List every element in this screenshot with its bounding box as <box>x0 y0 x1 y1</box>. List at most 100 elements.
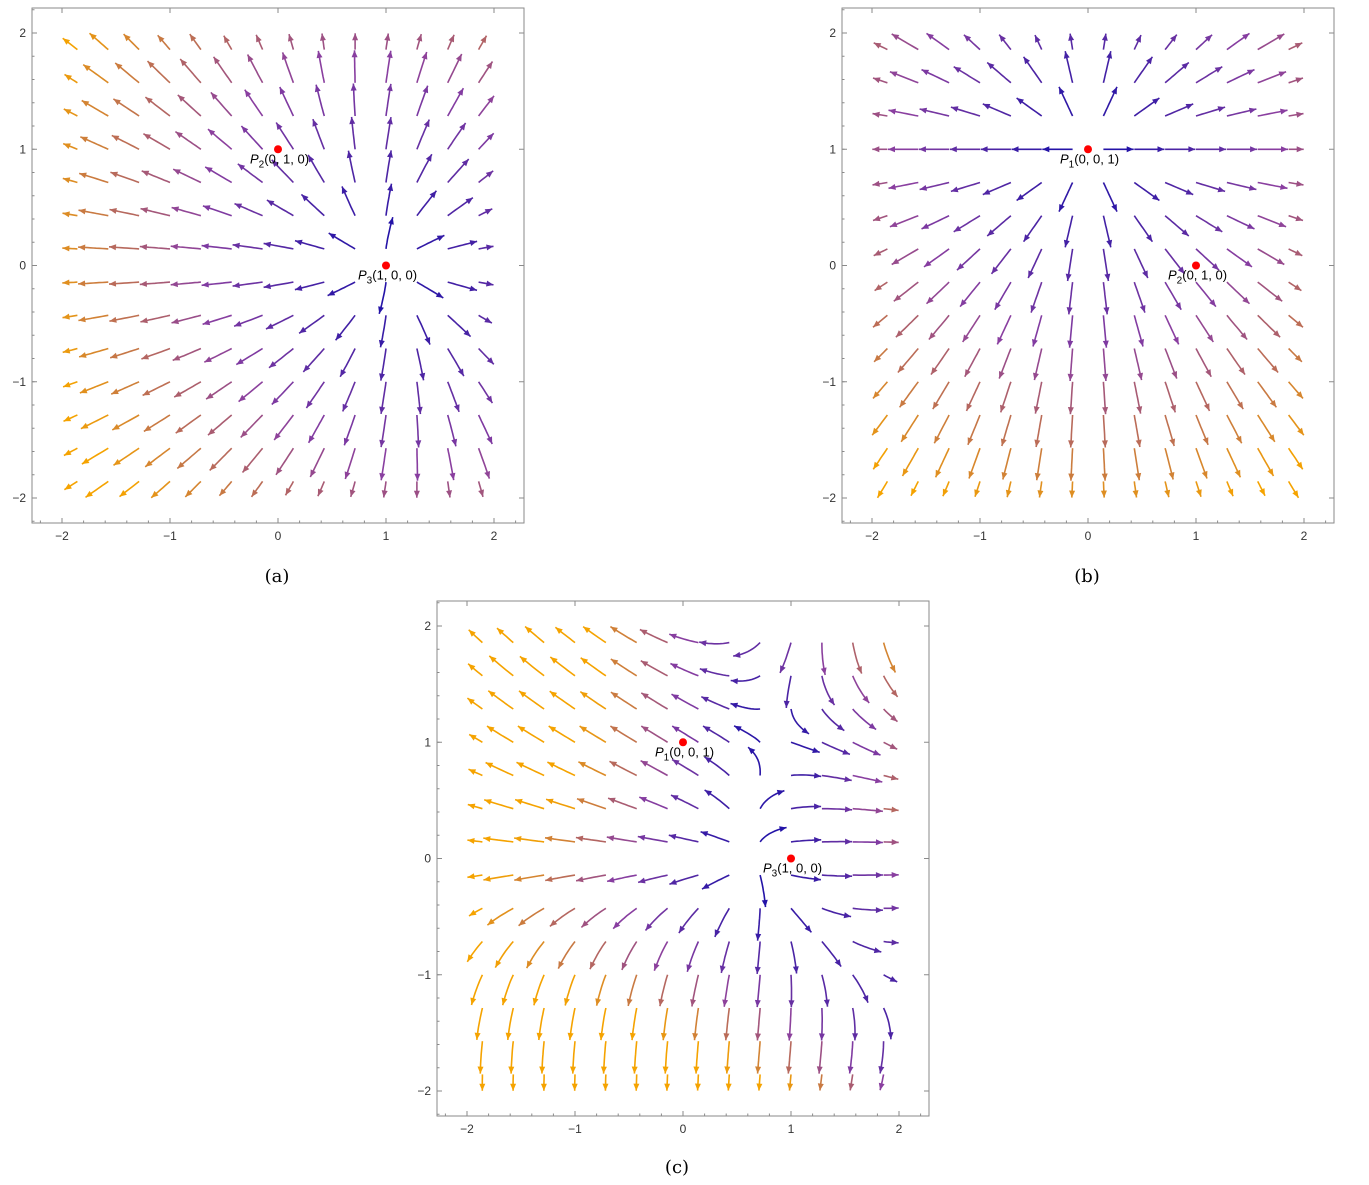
streamline-arrowhead <box>470 997 477 1005</box>
streamline-arrowhead <box>968 470 975 479</box>
streamline-arrowhead <box>756 1083 763 1091</box>
fixed-point-letter: P <box>1060 151 1069 166</box>
streamline-arrowhead <box>699 668 708 674</box>
streamline-arrowhead <box>734 725 742 732</box>
streamline-arrowhead <box>577 798 585 804</box>
streamline-arrowhead <box>1152 98 1160 105</box>
streamline-arrowhead <box>546 798 554 805</box>
streamline-arrowhead <box>836 724 845 731</box>
streamline-arrowhead <box>919 107 928 114</box>
streamline-arrowhead <box>692 1033 699 1041</box>
streamline-arrowhead <box>110 352 118 359</box>
streamline-arrowhead <box>514 875 522 882</box>
streamline-arrowhead <box>143 425 152 432</box>
streamline-arrowhead <box>486 244 494 251</box>
streamline-arrowhead <box>668 833 677 840</box>
streamline-arrowhead <box>1280 184 1288 190</box>
streamline-arrowhead <box>175 426 184 434</box>
streamline-arrowhead <box>477 1066 484 1074</box>
streamline-arrowhead <box>638 877 646 884</box>
streamline-arrowhead <box>387 183 394 192</box>
streamline-arrowhead <box>505 1032 512 1040</box>
streamline-arrowhead <box>113 98 121 106</box>
streamline-arrowhead <box>890 774 899 781</box>
streamline-arrowhead <box>895 330 903 338</box>
streamline-arrowhead <box>964 369 971 377</box>
streamline-arrowhead <box>703 726 711 733</box>
streamline-arrowhead <box>872 749 881 756</box>
fixed-point-label: P1(0, 0, 1) <box>1060 151 1119 170</box>
streamline-arrowhead <box>719 965 726 973</box>
streamline-arrowhead <box>335 332 343 341</box>
fixed-point-label: P2(0, 1, 0) <box>1168 268 1227 287</box>
streamline-arrowhead <box>1126 146 1134 153</box>
x-tick-label: −2 <box>460 1122 474 1136</box>
streamline-arrowhead <box>607 876 615 883</box>
streamline-arrowhead <box>1207 334 1214 342</box>
streamline-arrowhead <box>532 997 539 1006</box>
streamline-arrowhead <box>787 1083 794 1091</box>
streamline-arrowhead <box>143 133 151 140</box>
streamline-arrowhead <box>724 1066 731 1074</box>
streamline-arrowhead <box>1203 403 1210 411</box>
streamline-arrowhead <box>926 33 934 40</box>
streamline-arrowhead <box>526 960 533 969</box>
streamline-arrowhead <box>1185 103 1194 110</box>
streamline-arrowhead <box>113 459 121 466</box>
fixed-point-marker <box>679 738 687 747</box>
streamline-arrowhead <box>301 194 309 202</box>
streamline-arrowhead <box>457 368 464 377</box>
streamline-arrowhead <box>1269 399 1277 408</box>
streamline-arrowhead <box>1000 404 1006 413</box>
streamplot-panel-c: −2 −2 −1 −1 0 0 1 1 2 2 P1(0, 0, 1) P3(1, 0, 0) <box>405 593 965 1153</box>
streamline-arrowhead <box>223 35 230 44</box>
streamline-arrowhead <box>455 54 462 62</box>
streamline-arrowhead <box>704 790 713 797</box>
streamline-arrowhead <box>516 762 525 769</box>
streamline-arrowhead <box>1242 33 1250 40</box>
streamline-arrowhead <box>78 208 86 215</box>
streamline-arrowhead <box>469 909 477 916</box>
streamline-arrowhead <box>891 806 899 813</box>
streamline-arrowhead <box>236 358 244 365</box>
streamline-arrowhead <box>576 876 584 883</box>
streamline-arrowhead <box>109 280 117 287</box>
streamline-arrowhead <box>201 281 209 288</box>
streamline-arrowhead <box>1132 490 1139 498</box>
streamline-arrowhead <box>201 243 209 250</box>
streamline-arrowhead <box>545 835 553 842</box>
streamline-arrowhead <box>62 211 70 218</box>
streamline-arrowhead <box>83 64 91 72</box>
streamline-arrowhead <box>379 406 386 414</box>
streamline-arrowhead <box>177 461 185 469</box>
streamline-arrowhead <box>962 334 969 342</box>
streamline-arrowhead <box>64 483 72 490</box>
streamline-arrowhead <box>1250 146 1258 153</box>
streamline-arrowhead <box>575 835 584 842</box>
streamline-arrowhead <box>754 966 761 974</box>
fixed-point-letter: P <box>358 268 367 283</box>
streamline-arrowhead <box>486 61 493 69</box>
streamline-arrowhead <box>209 463 217 471</box>
streamline-arrowhead <box>1181 229 1189 236</box>
streamline-arrowhead <box>723 1033 730 1041</box>
streamline-arrowhead <box>424 337 431 345</box>
streamline-arrowhead <box>1135 439 1142 447</box>
streamline-arrowhead <box>468 769 477 775</box>
streamline-arrowhead <box>610 626 618 633</box>
streamline-arrowhead <box>1100 490 1107 498</box>
streamline-arrowhead <box>1059 86 1065 95</box>
fixed-point-letter: P <box>763 861 772 876</box>
streamline-arrowhead <box>889 221 898 227</box>
streamline-arrowhead <box>384 33 391 41</box>
streamline-arrowhead <box>891 905 899 912</box>
streamline-arrowhead <box>204 356 212 363</box>
streamline-arrowhead <box>801 727 809 734</box>
streamline-arrowhead <box>501 997 508 1006</box>
streamline-arrowhead <box>545 876 553 882</box>
fixed-point-label: P3(1, 0, 0) <box>358 268 417 287</box>
streamline-arrowhead <box>733 651 741 658</box>
streamline-arrowhead <box>202 205 211 211</box>
streamline-arrowhead <box>416 34 423 42</box>
streamline-arrowhead <box>1068 473 1075 481</box>
